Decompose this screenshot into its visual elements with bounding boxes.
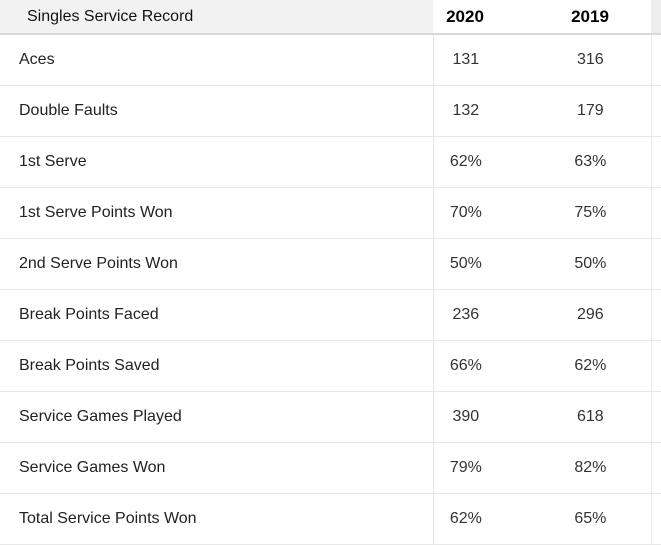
row-value-2020: 131 [452, 51, 480, 68]
table-row: Double Faults 132 179 [0, 86, 661, 137]
row-value-2019: 179 [576, 102, 604, 119]
table-row: Service Games Won 79% 82% [0, 443, 661, 494]
row-value-2020: 390 [452, 408, 480, 425]
row-right-strip [651, 290, 661, 340]
row-value-2019: 296 [576, 306, 604, 323]
row-label: Break Points Faced [19, 306, 159, 323]
row-label: Service Games Played [19, 408, 182, 425]
row-right-strip [651, 443, 661, 493]
row-values: 131 316 [433, 35, 651, 85]
row-label: Break Points Saved [19, 357, 160, 374]
row-label: Service Games Won [19, 459, 166, 476]
row-label: 1st Serve [19, 153, 87, 170]
row-value-2020: 50% [449, 255, 482, 272]
row-value-2019: 316 [576, 51, 604, 68]
row-value-2020: 79% [449, 459, 482, 476]
row-right-strip [651, 86, 661, 136]
row-value-2020: 70% [449, 204, 482, 221]
row-value-2019: 618 [576, 408, 604, 425]
row-value-2019: 75% [574, 204, 607, 221]
row-right-strip [651, 239, 661, 289]
row-value-2019: 82% [574, 459, 607, 476]
column-header-2019: 2019 [571, 6, 609, 26]
row-label: 1st Serve Points Won [19, 204, 173, 221]
column-header-2020: 2020 [446, 6, 484, 26]
row-values: 79% 82% [433, 443, 651, 493]
row-right-strip [651, 392, 661, 442]
row-values: 132 179 [433, 86, 651, 136]
row-value-2020: 66% [449, 357, 482, 374]
header-values: 2020 2019 [433, 0, 651, 33]
row-label: Aces [19, 51, 55, 68]
table-header-row: Singles Service Record 2020 2019 [0, 0, 661, 35]
table-row: 1st Serve Points Won 70% 75% [0, 188, 661, 239]
row-values: 390 618 [433, 392, 651, 442]
row-value-2020: 236 [452, 306, 480, 323]
row-right-strip [651, 188, 661, 238]
row-value-2019: 62% [574, 357, 607, 374]
row-right-strip [651, 494, 661, 544]
header-right-strip [651, 0, 661, 33]
row-values: 62% 65% [433, 494, 651, 544]
row-value-2020: 62% [449, 153, 482, 170]
row-values: 236 296 [433, 290, 651, 340]
table-body: Aces 131 316 Double Faults 132 179 1st S… [0, 35, 661, 545]
table-row: 2nd Serve Points Won 50% 50% [0, 239, 661, 290]
table-row: Service Games Played 390 618 [0, 392, 661, 443]
row-right-strip [651, 137, 661, 187]
table-row: Total Service Points Won 62% 65% [0, 494, 661, 545]
row-value-2019: 65% [574, 510, 607, 527]
row-label: Double Faults [19, 102, 118, 119]
row-values: 66% 62% [433, 341, 651, 391]
table-row: Break Points Saved 66% 62% [0, 341, 661, 392]
table-row: Aces 131 316 [0, 35, 661, 86]
row-values: 70% 75% [433, 188, 651, 238]
table-row: 1st Serve 62% 63% [0, 137, 661, 188]
row-value-2020: 132 [452, 102, 480, 119]
row-value-2019: 63% [574, 153, 607, 170]
row-label: 2nd Serve Points Won [19, 255, 178, 272]
row-value-2019: 50% [574, 255, 607, 272]
table-row: Break Points Faced 236 296 [0, 290, 661, 341]
row-right-strip [651, 35, 661, 85]
row-values: 50% 50% [433, 239, 651, 289]
row-values: 62% 63% [433, 137, 651, 187]
row-value-2020: 62% [449, 510, 482, 527]
row-label: Total Service Points Won [19, 510, 197, 527]
row-right-strip [651, 341, 661, 391]
table-title: Singles Service Record [0, 0, 433, 33]
